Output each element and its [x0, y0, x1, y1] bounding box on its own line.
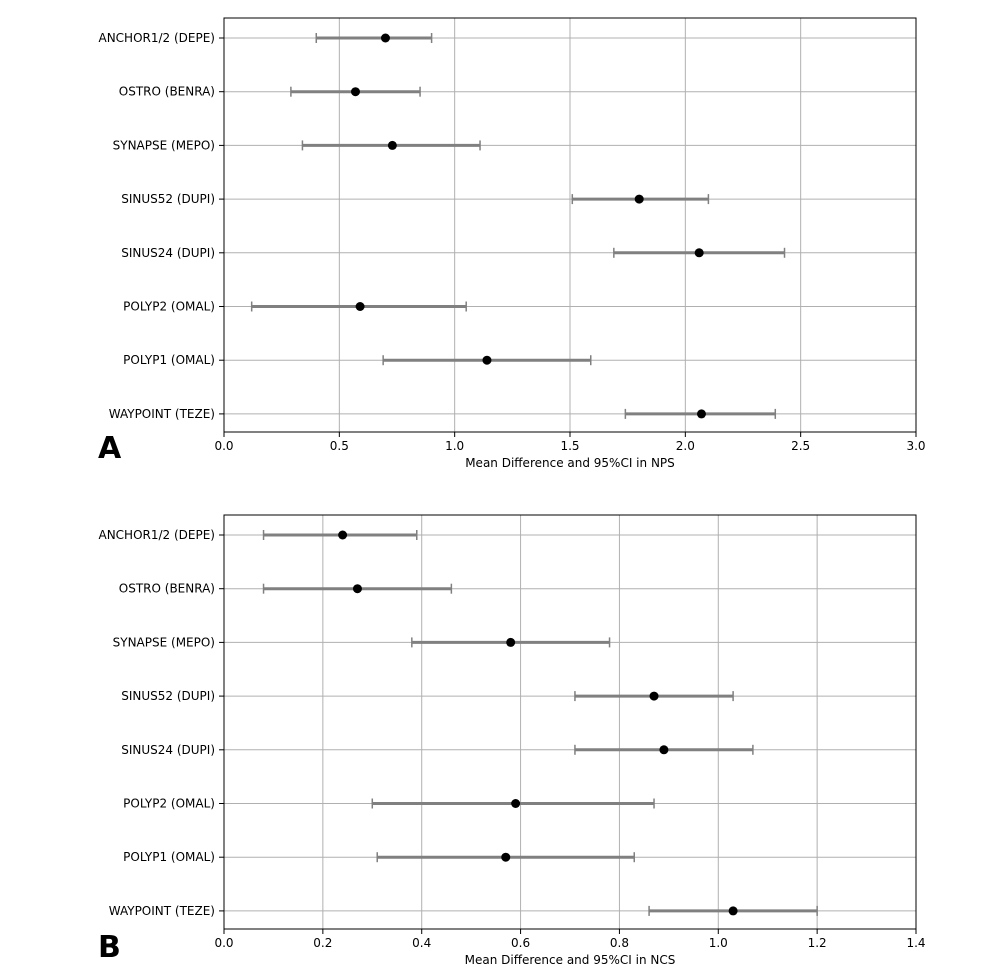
mean-point: [694, 248, 704, 258]
x-tick-label: 1.4: [906, 936, 925, 950]
x-tick-label: 1.0: [445, 439, 464, 453]
x-tick-label: 0.0: [214, 439, 233, 453]
category-label: SINUS52 (DUPI): [121, 689, 215, 703]
mean-point: [506, 637, 516, 647]
plot-frame: [223, 514, 917, 930]
mean-point: [350, 87, 360, 97]
x-tick-label: 0.2: [313, 936, 332, 950]
category-label: ANCHOR1/2 (DEPE): [98, 528, 215, 542]
mean-point: [649, 691, 659, 701]
mean-point: [387, 140, 397, 150]
mean-point: [352, 584, 362, 594]
category-label: POLYP2 (OMAL): [123, 797, 215, 811]
category-label: WAYPOINT (TEZE): [109, 407, 215, 421]
x-axis-label: Mean Difference and 95%CI in NCS: [465, 953, 676, 967]
x-axis-label: Mean Difference and 95%CI in NPS: [465, 456, 675, 470]
x-tick-label: 0.5: [330, 439, 349, 453]
mean-point: [338, 530, 348, 540]
x-tick-label: 0.4: [412, 936, 431, 950]
mean-point: [380, 33, 390, 43]
mean-point: [728, 906, 738, 916]
category-label: POLYP2 (OMAL): [123, 300, 215, 314]
category-label: POLYP1 (OMAL): [123, 850, 215, 864]
mean-point: [355, 302, 365, 311]
x-tick-label: 1.5: [560, 439, 579, 453]
category-label: ANCHOR1/2 (DEPE): [98, 31, 215, 45]
category-label: OSTRO (BENRA): [119, 582, 215, 596]
category-label: POLYP1 (OMAL): [123, 353, 215, 367]
x-tick-label: 0.0: [214, 936, 233, 950]
mean-point: [501, 852, 511, 862]
mean-point: [511, 799, 521, 808]
x-tick-label: 2.5: [791, 439, 810, 453]
mean-point: [659, 745, 669, 755]
x-tick-label: 1.2: [808, 936, 827, 950]
panel-b: 0.0 0.2 0.4 0.6 0.8 1.0 1.2 1.4 ANCHOR1/2 (DEPE)…: [98, 514, 926, 967]
panel-a: 0.0 0.5 1.0 1.5 2.0 2.5 3.0 ANCHOR1/2 (DEPE) OST…: [98, 17, 926, 470]
panel-letter: B: [98, 930, 121, 965]
category-label: SINUS24 (DUPI): [121, 246, 215, 260]
category-label: OSTRO (BENRA): [119, 85, 215, 99]
panel-letter: A: [98, 431, 122, 466]
x-tick-label: 1.0: [709, 936, 728, 950]
x-tick-label: 0.6: [511, 936, 530, 950]
x-tick-label: 2.0: [676, 439, 695, 453]
x-tick-label: 0.8: [610, 936, 629, 950]
plot-frame: [223, 17, 917, 433]
mean-point: [696, 409, 706, 419]
mean-point: [634, 194, 644, 204]
category-label: WAYPOINT (TEZE): [109, 904, 215, 918]
category-label: SINUS24 (DUPI): [121, 743, 215, 757]
category-label: SINUS52 (DUPI): [121, 192, 215, 206]
category-label: SYNAPSE (MEPO): [113, 635, 215, 649]
mean-point: [482, 355, 492, 365]
x-tick-label: 3.0: [906, 439, 925, 453]
category-label: SYNAPSE (MEPO): [113, 138, 215, 152]
